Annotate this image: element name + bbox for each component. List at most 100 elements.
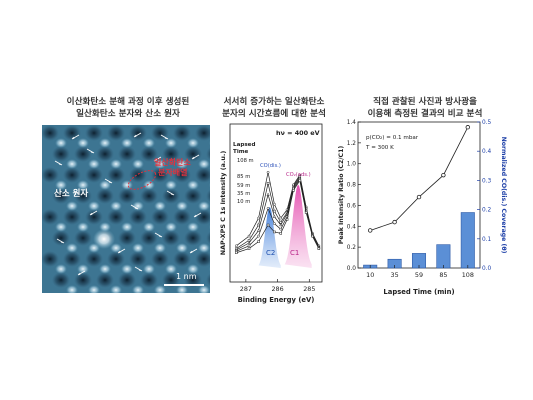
xps-point xyxy=(304,211,308,214)
xps-point xyxy=(266,207,270,210)
xps-y-axis-label: NAP-XPS C 1s intensity (a.u.) xyxy=(219,151,227,256)
stm-dark-site xyxy=(140,272,158,288)
stm-dark-site xyxy=(173,209,191,225)
xps-caption-line1: 서서히 증가하는 일산화탄소 xyxy=(223,97,325,107)
xps-chart: hν = 400 eV Lapsed Time 108 m 85 m 59 m 35 … xyxy=(219,123,323,304)
x-tick-label: 35 xyxy=(391,271,399,279)
stm-arrow xyxy=(89,210,98,216)
ratio-point xyxy=(368,228,373,233)
stm-arrow xyxy=(189,248,198,254)
stm-bright-site xyxy=(110,285,122,293)
xps-point xyxy=(272,214,277,218)
stm-bright-site xyxy=(143,180,155,190)
xps-point xyxy=(256,228,261,232)
xps-time-label: 108 m xyxy=(237,158,254,164)
oxygen-atom-label: 산소 원자 xyxy=(54,188,88,199)
stm-bright-site xyxy=(55,264,67,274)
ratio-line-path xyxy=(370,127,469,231)
stm-arrow xyxy=(71,134,80,140)
stm-arrow xyxy=(77,270,86,276)
stm-dark-site xyxy=(129,125,147,141)
stm-bright-site xyxy=(88,159,100,169)
xps-plot-frame xyxy=(229,123,323,283)
stm-dark-site xyxy=(42,209,59,225)
left-tick-label: 1.0 xyxy=(347,162,357,168)
stm-dark-site xyxy=(129,209,147,225)
stm-dark-site xyxy=(118,230,136,246)
bar-condition-2: T = 300 K xyxy=(365,145,394,151)
stm-bright-site xyxy=(187,138,199,148)
stm-bright-site xyxy=(110,159,122,169)
xps-x-axis-label: Binding Energy (eV) xyxy=(238,296,315,304)
xps-point xyxy=(273,230,276,234)
stm-bright-site xyxy=(143,222,155,232)
stm-arrow xyxy=(117,248,126,254)
scale-bar-label: 1 nm xyxy=(176,272,197,281)
stm-bright-site xyxy=(198,201,210,211)
left-tick-label: 0.4 xyxy=(347,224,357,230)
co-array-outline xyxy=(127,170,157,190)
ratio-point xyxy=(465,125,470,130)
stm-dark-site xyxy=(96,146,114,162)
xps-time-label: 10 m xyxy=(237,199,250,205)
xps-point xyxy=(257,223,260,227)
stm-bright-site xyxy=(121,138,133,148)
stm-bright-site xyxy=(176,285,188,293)
stm-dark-site xyxy=(184,146,202,162)
stm-dark-site xyxy=(63,251,81,267)
xps-point xyxy=(273,209,276,213)
stm-dark-site xyxy=(107,209,125,225)
stm-dark-site xyxy=(74,230,92,246)
stm-bright-site xyxy=(132,201,144,211)
stm-bright-site xyxy=(99,264,111,274)
stm-arrow xyxy=(193,212,202,218)
xps-point xyxy=(279,216,283,220)
left-tick-label: 0.0 xyxy=(347,266,357,272)
co-array-label-2: 분자배열 xyxy=(158,167,187,177)
xps-time-label: 35 m xyxy=(237,191,250,197)
stm-bright-site xyxy=(154,285,166,293)
bar-caption-line2: 이용해 측정된 결과의 비교 분석 xyxy=(367,109,483,119)
xps-point xyxy=(257,240,260,243)
stm-bright-site xyxy=(187,264,199,274)
stm-image: 산소 원자 일산화탄소 분자배열 1 nm xyxy=(42,125,210,293)
stm-bright-site xyxy=(165,222,177,232)
stm-arrow xyxy=(133,132,142,138)
stm-bright-site xyxy=(187,180,199,190)
stm-caption-line1: 이산화탄소 분해 과정 이후 생성된 xyxy=(66,97,190,107)
stm-dark-site xyxy=(85,209,103,225)
stm-bright-site xyxy=(176,243,188,253)
stm-dark-site xyxy=(118,146,136,162)
stm-dark-site xyxy=(85,167,103,183)
stm-arrow xyxy=(154,232,163,238)
coverage-bar xyxy=(436,244,451,269)
stm-arrow xyxy=(166,190,175,196)
stm-bright-site xyxy=(209,182,210,188)
right-tick-label: 0.3 xyxy=(482,178,492,184)
right-tick-label: 0.5 xyxy=(482,120,492,126)
stm-dark-site xyxy=(52,146,70,162)
coverage-bar xyxy=(460,212,475,269)
stm-dark-site xyxy=(85,125,103,141)
left-tick-label: 1.4 xyxy=(347,120,357,126)
xps-caption-line2: 분자의 시간흐름에 대한 분석 xyxy=(222,109,326,119)
left-tick-label: 1.2 xyxy=(347,141,357,147)
stm-arrow xyxy=(191,154,200,160)
x-tick-label: 59 xyxy=(415,271,423,279)
xps-point xyxy=(285,218,289,221)
stm-bright-site xyxy=(209,266,210,272)
stm-bright-site xyxy=(77,264,89,274)
stm-bright-site xyxy=(198,285,210,293)
xps-peak-co-label: CO(dis.) xyxy=(260,163,281,169)
stm-arrows xyxy=(54,132,202,276)
xps-point xyxy=(247,244,251,248)
stm-dark-site xyxy=(140,188,158,204)
stm-dark-site xyxy=(162,230,180,246)
stm-dark-site xyxy=(173,167,191,183)
xps-point xyxy=(266,192,270,196)
xps-point xyxy=(298,179,302,182)
xps-point xyxy=(279,227,283,231)
stm-bright-site xyxy=(132,243,144,253)
stm-bright-site xyxy=(121,264,133,274)
stm-dark-site xyxy=(107,125,125,141)
